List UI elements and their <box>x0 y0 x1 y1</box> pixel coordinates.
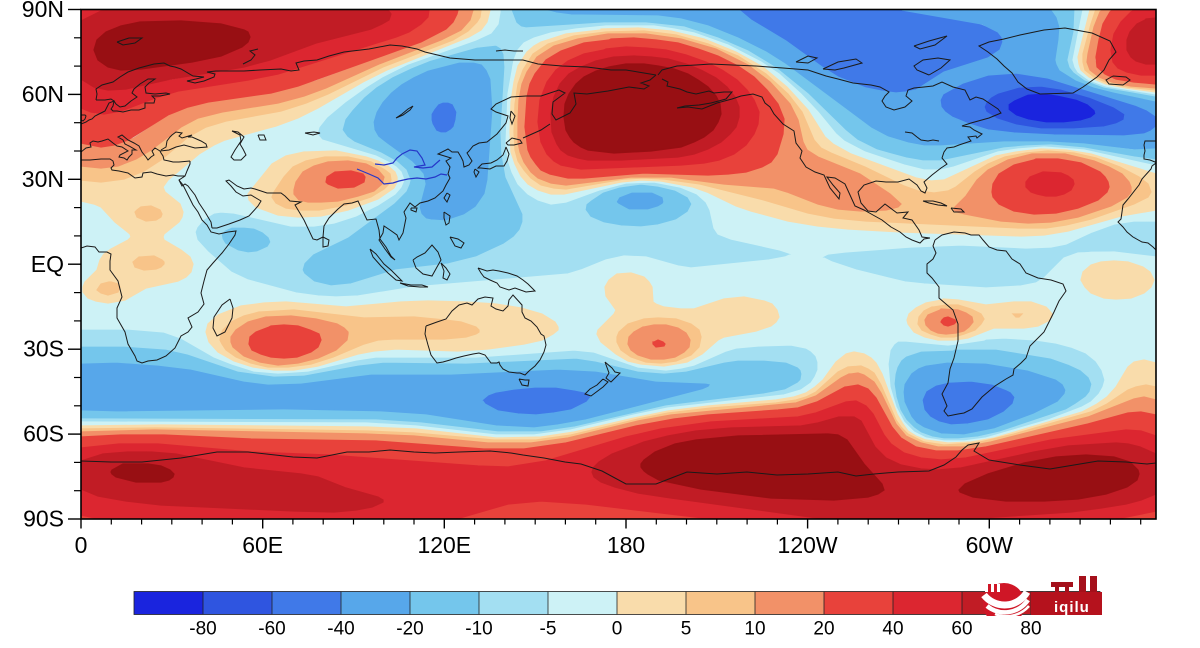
svg-text:20: 20 <box>813 619 834 640</box>
svg-text:60: 60 <box>951 619 972 640</box>
svg-text:120E: 120E <box>417 532 471 558</box>
svg-text:5: 5 <box>681 619 692 640</box>
svg-text:90N: 90N <box>22 0 64 22</box>
svg-text:80: 80 <box>1020 619 1041 640</box>
svg-text:-80: -80 <box>189 619 216 640</box>
svg-text:40: 40 <box>882 619 903 640</box>
svg-text:-20: -20 <box>396 619 423 640</box>
svg-text:60W: 60W <box>966 532 1014 558</box>
svg-text:120W: 120W <box>778 532 838 558</box>
svg-text:iqilu: iqilu <box>1054 599 1090 616</box>
svg-text:0: 0 <box>612 619 623 640</box>
svg-text:10: 10 <box>744 619 765 640</box>
svg-text:180: 180 <box>607 532 645 558</box>
svg-text:30N: 30N <box>22 166 64 192</box>
svg-text:0: 0 <box>75 532 88 558</box>
svg-text:EQ: EQ <box>31 251 64 277</box>
svg-text:30S: 30S <box>23 336 64 362</box>
svg-text:90S: 90S <box>23 506 64 532</box>
svg-text:-60: -60 <box>258 619 285 640</box>
svg-text:-10: -10 <box>465 619 492 640</box>
svg-text:-40: -40 <box>327 619 354 640</box>
svg-text:60N: 60N <box>22 81 64 107</box>
svg-text:60E: 60E <box>242 532 283 558</box>
svg-text:60S: 60S <box>23 421 64 447</box>
svg-text:-5: -5 <box>540 619 557 640</box>
